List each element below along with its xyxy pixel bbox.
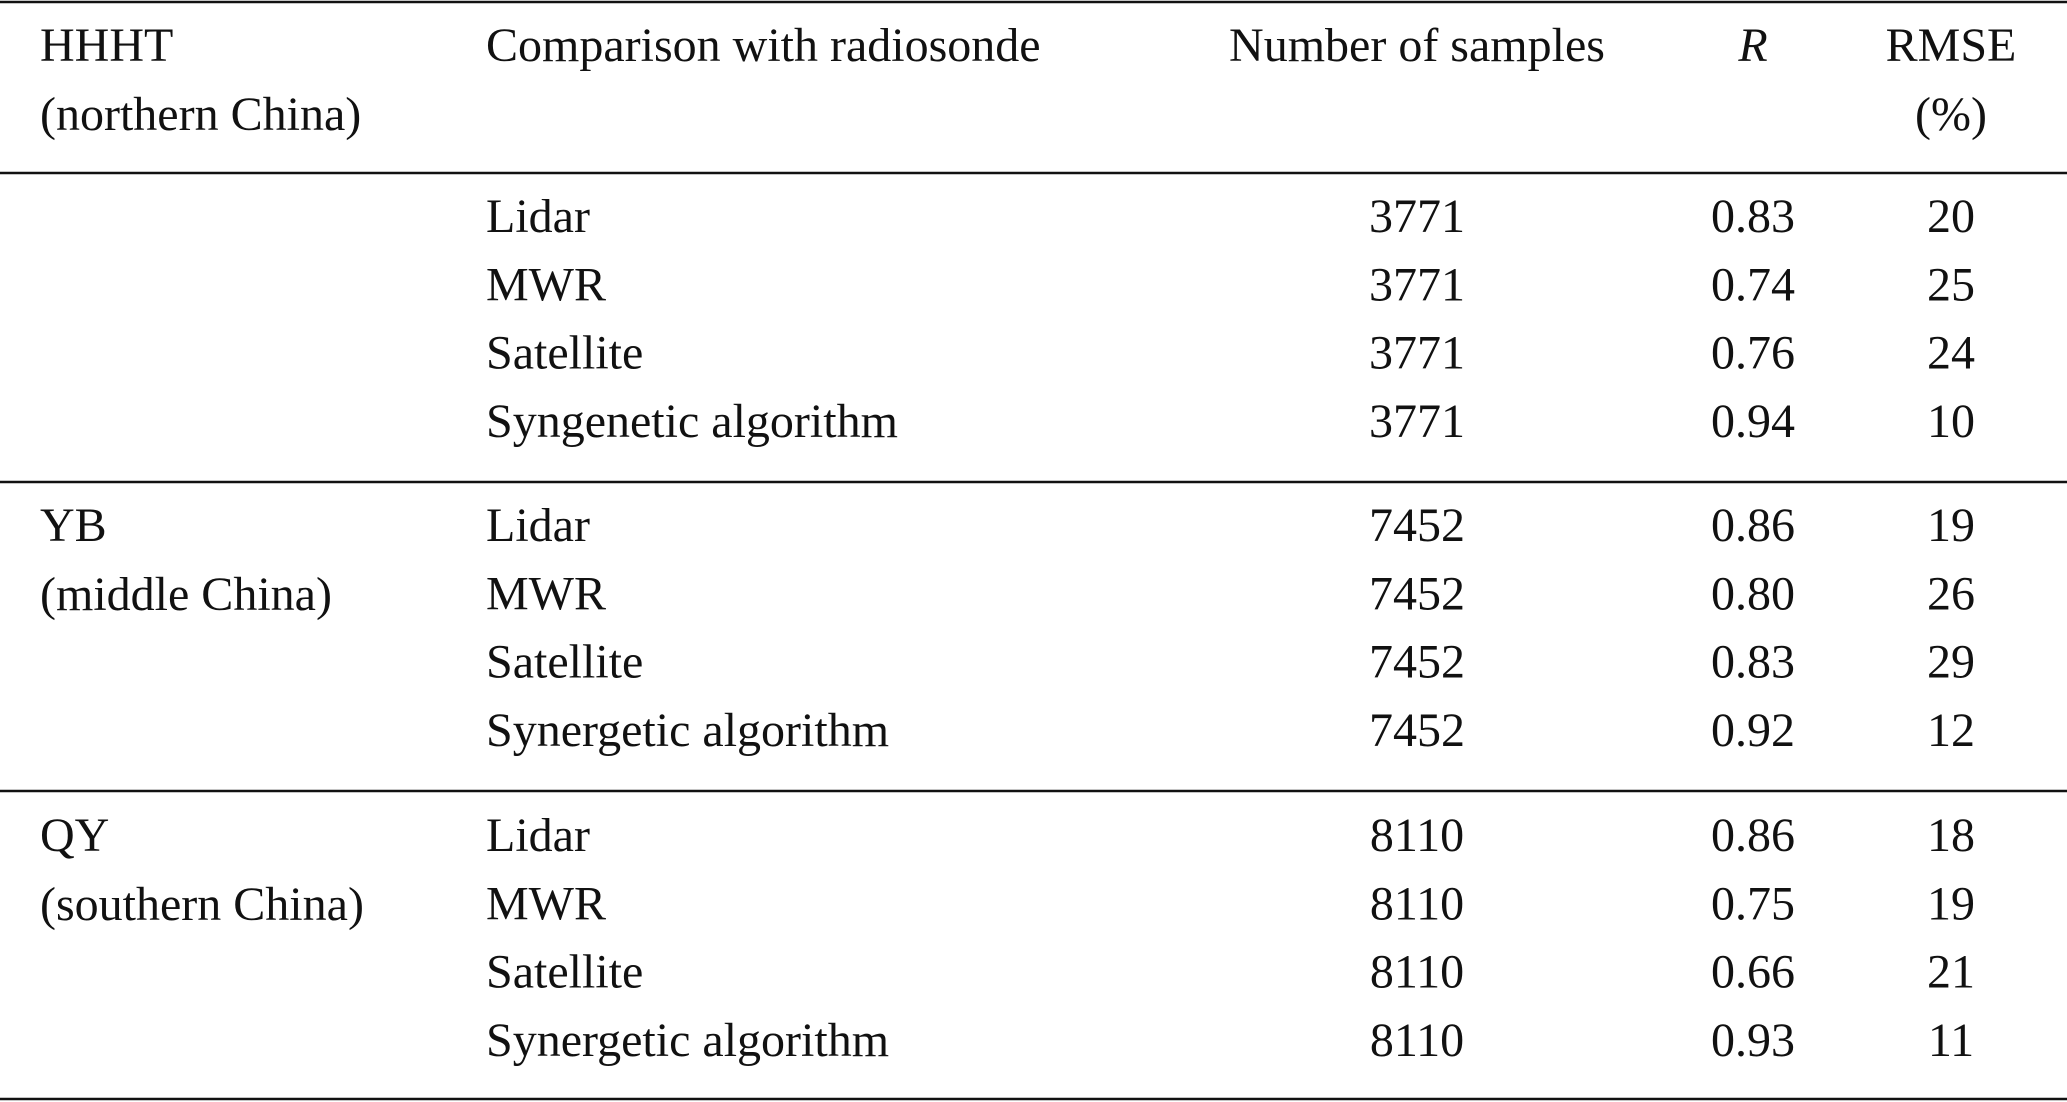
r-value: 0.74 — [1711, 258, 1795, 311]
r-value: 0.94 — [1711, 395, 1795, 448]
r-value: 0.92 — [1711, 704, 1795, 757]
r-value: 0.80 — [1711, 567, 1795, 620]
rmse-value: 11 — [1928, 1014, 1974, 1067]
r-value: 0.86 — [1711, 499, 1795, 552]
header-site: (northern China) — [40, 88, 361, 141]
samples: 3771 — [1369, 395, 1465, 448]
r-value: 0.86 — [1711, 809, 1795, 862]
r-value: 0.76 — [1711, 327, 1795, 380]
rmse-value: 24 — [1927, 327, 1975, 380]
method: MWR — [486, 567, 606, 620]
samples: 8110 — [1370, 877, 1464, 930]
header-site: HHHT — [40, 19, 173, 72]
r-value: 0.83 — [1711, 636, 1795, 689]
rmse-value: 26 — [1927, 567, 1975, 620]
header-rmse: (%) — [1915, 88, 1987, 141]
method: Synergetic algorithm — [486, 1014, 889, 1067]
method: Satellite — [486, 327, 643, 380]
rmse-value: 19 — [1927, 499, 1975, 552]
method: MWR — [486, 258, 606, 311]
method: Lidar — [486, 809, 590, 862]
r-value: 0.75 — [1711, 877, 1795, 930]
site-label: (middle China) — [40, 568, 332, 621]
r-value: 0.66 — [1711, 946, 1795, 999]
site-label: QY — [40, 809, 109, 862]
samples: 8110 — [1370, 809, 1464, 862]
samples: 8110 — [1370, 946, 1464, 999]
method: Satellite — [486, 946, 643, 999]
method: Lidar — [486, 190, 590, 243]
r-value: 0.83 — [1711, 190, 1795, 243]
method: Syngenetic algorithm — [486, 395, 898, 448]
r-value: 0.93 — [1711, 1014, 1795, 1067]
samples: 3771 — [1369, 327, 1465, 380]
header-r: R — [1737, 19, 1767, 72]
samples: 3771 — [1369, 190, 1465, 243]
method: MWR — [486, 877, 606, 930]
rmse-value: 19 — [1927, 877, 1975, 930]
method: Lidar — [486, 499, 590, 552]
rmse-value: 25 — [1927, 258, 1975, 311]
samples: 7452 — [1369, 704, 1465, 757]
header-samples: Number of samples — [1229, 19, 1605, 72]
samples: 7452 — [1369, 567, 1465, 620]
rmse-value: 18 — [1927, 809, 1975, 862]
samples: 7452 — [1369, 499, 1465, 552]
header-comparison: Comparison with radiosonde — [486, 19, 1041, 72]
rmse-value: 29 — [1927, 636, 1975, 689]
rmse-value: 10 — [1927, 395, 1975, 448]
rmse-value: 12 — [1927, 704, 1975, 757]
method: Satellite — [486, 636, 643, 689]
site-label: (southern China) — [40, 878, 364, 931]
site-label: YB — [40, 499, 107, 552]
samples: 8110 — [1370, 1014, 1464, 1067]
samples: 7452 — [1369, 636, 1465, 689]
method: Synergetic algorithm — [486, 704, 889, 757]
rmse-value: 21 — [1927, 946, 1975, 999]
samples: 3771 — [1369, 258, 1465, 311]
header-rmse: RMSE — [1886, 19, 2017, 72]
rmse-value: 20 — [1927, 190, 1975, 243]
